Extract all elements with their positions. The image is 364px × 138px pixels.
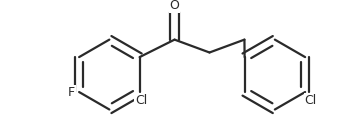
Text: F: F — [68, 86, 75, 99]
Text: Cl: Cl — [305, 94, 317, 107]
Text: Cl: Cl — [135, 94, 147, 107]
Text: O: O — [170, 0, 179, 12]
